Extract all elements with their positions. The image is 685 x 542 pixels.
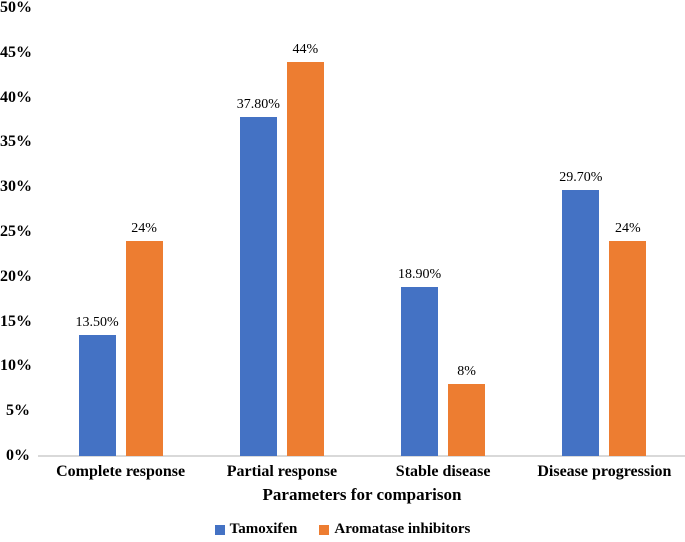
bar-aromatase-inhibitors-disease-progression [609, 240, 647, 456]
y-tick-label: 15% [0, 312, 32, 330]
bar-value-label: 29.70% [559, 169, 603, 185]
bar-value-label: 44% [292, 41, 319, 57]
x-category-label-disease-progression: Disease progression [537, 463, 672, 480]
x-category-label-complete-response: Complete response [56, 463, 186, 480]
bar-value-label: 18.90% [398, 266, 442, 282]
y-tick-label: 45% [0, 43, 32, 61]
y-tick-label: 25% [0, 223, 32, 240]
bar-value-label: 13.50% [75, 315, 119, 331]
x-axis-baseline [38, 455, 685, 457]
y-tick-label: 35% [0, 133, 32, 151]
legend-label: Tamoxifen [229, 521, 298, 537]
y-tick-label: 5% [6, 402, 30, 420]
x-category-label-stable-disease: Stable disease [395, 463, 491, 480]
x-category-label-partial-response: Partial response [226, 463, 338, 480]
bar-value-label: 8% [457, 364, 476, 380]
legend-swatch-icon [319, 524, 330, 535]
y-tick-label: 30% [0, 178, 32, 196]
legend-label: Aromatase inhibitors [334, 521, 471, 537]
bar-value-label: 24% [131, 220, 157, 236]
y-tick-label: 50% [0, 0, 32, 16]
bar-aromatase-inhibitors-complete-response [125, 240, 163, 456]
bar-value-label: 24% [615, 220, 641, 236]
legend-swatch-icon [214, 524, 225, 535]
bar-tamoxifen-stable-disease [401, 286, 439, 456]
legend-item-tamoxifen: Tamoxifen [214, 521, 298, 538]
y-tick-label: 10% [0, 357, 32, 375]
legend: Tamoxifen Aromatase inhibitors [0, 521, 685, 538]
bar-aromatase-inhibitors-partial-response [286, 61, 324, 456]
bar-value-label: 37.80% [236, 97, 280, 113]
bar-tamoxifen-complete-response [78, 335, 116, 456]
bar-aromatase-inhibitors-stable-disease [448, 384, 486, 456]
x-axis-title: Parameters for comparison [262, 485, 462, 504]
bar-tamoxifen-partial-response [239, 117, 277, 456]
y-tick-label: 0% [6, 447, 30, 464]
y-tick-label: 40% [0, 88, 32, 106]
bar-tamoxifen-disease-progression [562, 189, 600, 456]
legend-item-aromatase-inhibitors: Aromatase inhibitors [319, 521, 470, 538]
y-tick-label: 20% [0, 267, 32, 285]
